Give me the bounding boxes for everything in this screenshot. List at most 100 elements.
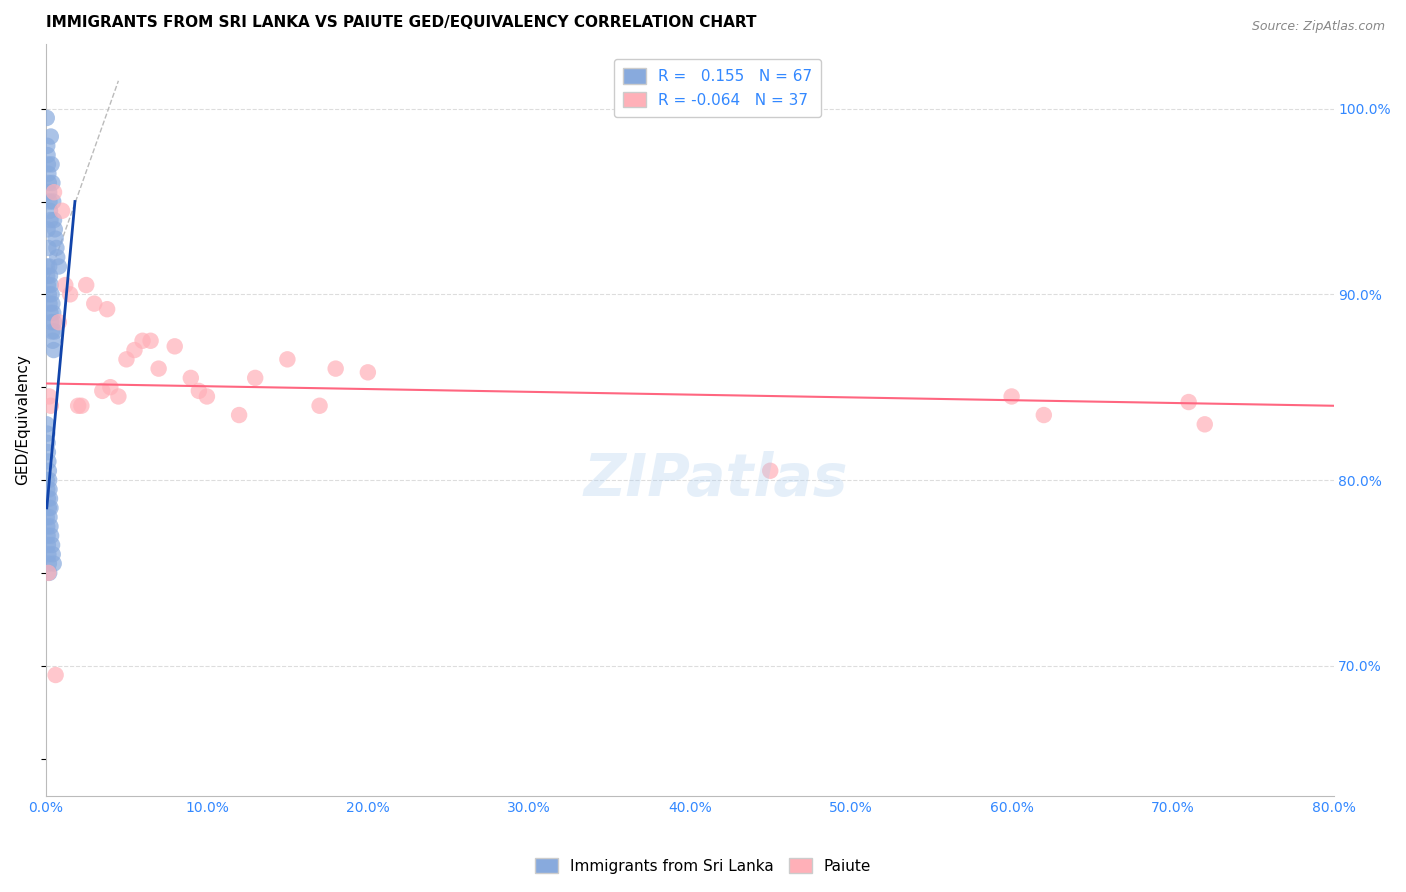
Point bbox=[48, 260, 70, 274]
Point bbox=[1177, 395, 1199, 409]
Point bbox=[107, 389, 129, 403]
Point bbox=[38, 260, 60, 274]
Point bbox=[42, 547, 65, 561]
Point bbox=[39, 278, 62, 293]
Text: Source: ZipAtlas.com: Source: ZipAtlas.com bbox=[1251, 20, 1385, 33]
Point bbox=[276, 352, 298, 367]
Point bbox=[37, 241, 59, 255]
Point bbox=[39, 306, 62, 320]
Point bbox=[41, 176, 63, 190]
Point bbox=[46, 250, 69, 264]
Point bbox=[38, 464, 60, 478]
Point bbox=[37, 278, 59, 293]
Point bbox=[38, 566, 60, 580]
Point bbox=[37, 519, 59, 533]
Point bbox=[42, 343, 65, 357]
Point bbox=[245, 371, 267, 385]
Point bbox=[39, 519, 62, 533]
Point bbox=[41, 157, 63, 171]
Point bbox=[41, 538, 63, 552]
Legend: Immigrants from Sri Lanka, Paiute: Immigrants from Sri Lanka, Paiute bbox=[529, 852, 877, 880]
Point bbox=[38, 296, 60, 310]
Point bbox=[37, 148, 59, 162]
Point bbox=[38, 287, 60, 301]
Point bbox=[48, 315, 70, 329]
Point bbox=[37, 445, 59, 459]
Point bbox=[75, 278, 97, 293]
Point bbox=[308, 399, 330, 413]
Point bbox=[163, 339, 186, 353]
Point bbox=[131, 334, 153, 348]
Point bbox=[39, 315, 62, 329]
Point bbox=[51, 203, 73, 218]
Point bbox=[187, 384, 209, 398]
Point bbox=[37, 454, 59, 468]
Point bbox=[37, 547, 59, 561]
Point bbox=[37, 529, 59, 543]
Point bbox=[38, 557, 60, 571]
Point bbox=[39, 129, 62, 144]
Point bbox=[83, 296, 105, 310]
Point bbox=[96, 302, 118, 317]
Point bbox=[37, 268, 59, 283]
Point bbox=[45, 241, 67, 255]
Point bbox=[35, 260, 58, 274]
Point bbox=[148, 361, 170, 376]
Point bbox=[38, 483, 60, 497]
Point bbox=[37, 167, 59, 181]
Point bbox=[41, 296, 63, 310]
Point bbox=[180, 371, 202, 385]
Y-axis label: GED/Equivalency: GED/Equivalency bbox=[15, 354, 30, 485]
Point bbox=[42, 557, 65, 571]
Point bbox=[37, 538, 59, 552]
Point bbox=[42, 185, 65, 199]
Point bbox=[37, 436, 59, 450]
Point bbox=[115, 352, 138, 367]
Point bbox=[35, 417, 58, 432]
Point bbox=[39, 500, 62, 515]
Point bbox=[1194, 417, 1216, 432]
Point bbox=[42, 334, 65, 348]
Point bbox=[35, 510, 58, 524]
Point bbox=[37, 483, 59, 497]
Point bbox=[39, 213, 62, 227]
Point bbox=[42, 315, 65, 329]
Point bbox=[357, 365, 380, 379]
Point bbox=[759, 464, 782, 478]
Point bbox=[37, 157, 59, 171]
Point bbox=[39, 529, 62, 543]
Point bbox=[37, 222, 59, 236]
Point bbox=[39, 203, 62, 218]
Point bbox=[38, 473, 60, 487]
Point bbox=[38, 500, 60, 515]
Point bbox=[53, 278, 76, 293]
Point bbox=[42, 194, 65, 209]
Point bbox=[1032, 408, 1054, 422]
Point bbox=[195, 389, 218, 403]
Point bbox=[124, 343, 146, 357]
Point bbox=[39, 399, 62, 413]
Point bbox=[70, 399, 93, 413]
Point bbox=[41, 287, 63, 301]
Point bbox=[42, 213, 65, 227]
Point bbox=[1001, 389, 1024, 403]
Point bbox=[45, 668, 67, 682]
Point bbox=[91, 384, 114, 398]
Point bbox=[37, 138, 59, 153]
Text: IMMIGRANTS FROM SRI LANKA VS PAIUTE GED/EQUIVALENCY CORRELATION CHART: IMMIGRANTS FROM SRI LANKA VS PAIUTE GED/… bbox=[46, 15, 756, 30]
Point bbox=[37, 566, 59, 580]
Point bbox=[42, 306, 65, 320]
Point bbox=[38, 194, 60, 209]
Point bbox=[325, 361, 347, 376]
Point bbox=[37, 426, 59, 441]
Point bbox=[37, 491, 59, 506]
Point bbox=[44, 325, 66, 339]
Point bbox=[38, 510, 60, 524]
Point bbox=[41, 325, 63, 339]
Point bbox=[59, 287, 82, 301]
Point bbox=[35, 111, 58, 125]
Point bbox=[39, 268, 62, 283]
Point bbox=[38, 185, 60, 199]
Text: ZIPatlas: ZIPatlas bbox=[583, 451, 848, 508]
Point bbox=[39, 491, 62, 506]
